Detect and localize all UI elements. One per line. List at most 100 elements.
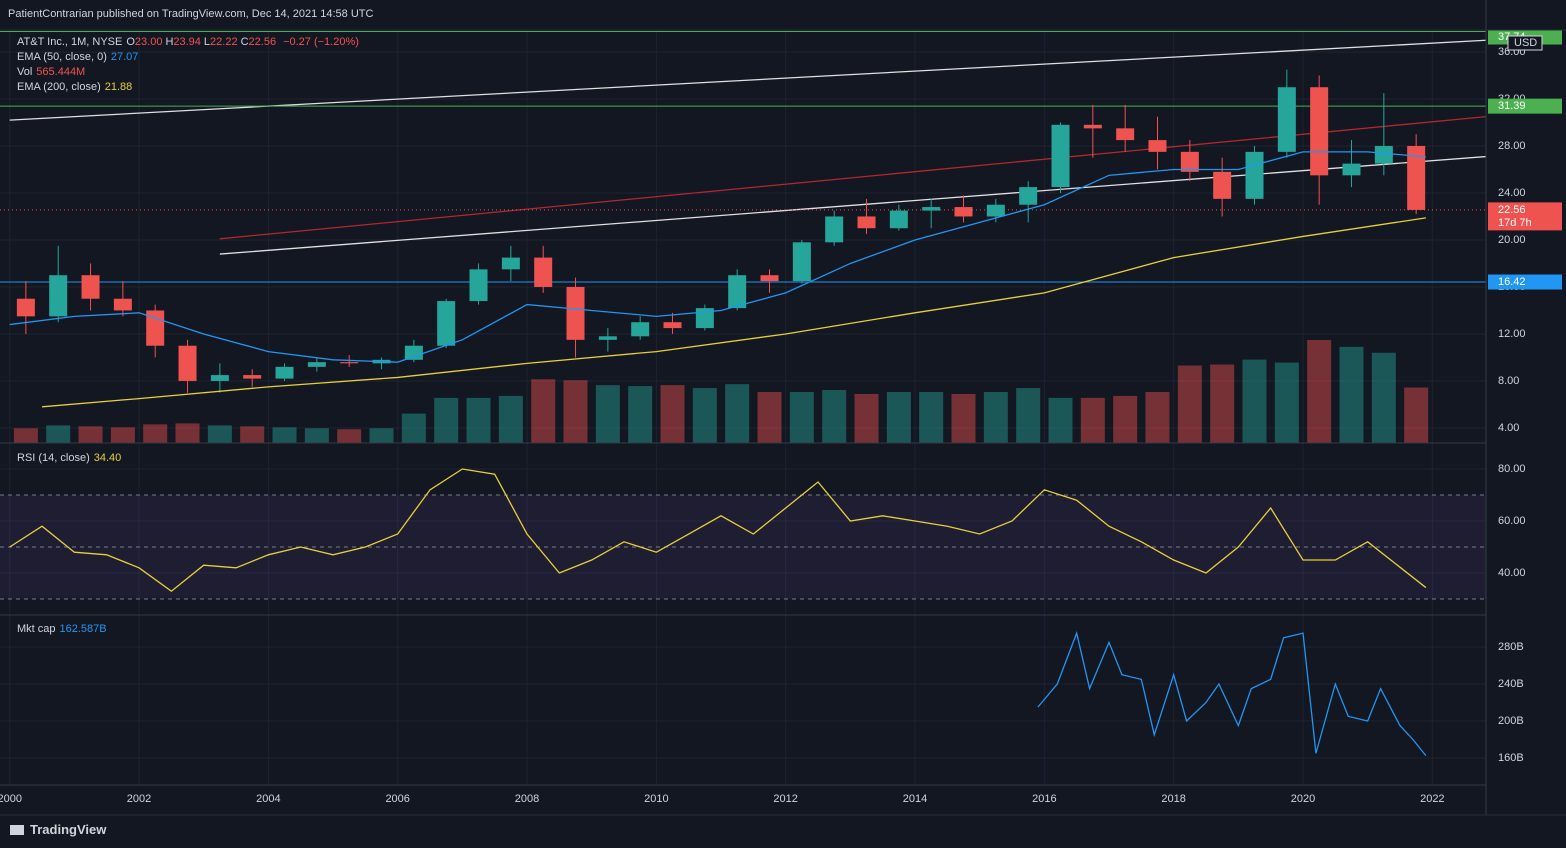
y-tick-label: 28.00 xyxy=(1498,140,1526,152)
y-tick-label: 24.00 xyxy=(1498,187,1526,199)
volume-bar xyxy=(1339,346,1364,443)
candle-body xyxy=(695,308,714,329)
candle-body xyxy=(1148,140,1167,152)
y-tick-label: 280B xyxy=(1498,641,1524,653)
vol-name: Vol xyxy=(17,66,33,78)
volume-bar xyxy=(660,385,685,443)
candle-body xyxy=(954,207,973,217)
volume-bar xyxy=(1080,397,1105,443)
trend-line xyxy=(9,39,1486,121)
ohlc-label: C xyxy=(240,36,249,48)
candle-body xyxy=(1083,124,1102,129)
candle-body xyxy=(113,298,132,311)
volume-bar xyxy=(1242,359,1267,443)
mktcap-name: Mkt cap xyxy=(17,623,56,635)
y-tick-label: 200B xyxy=(1498,715,1524,727)
candle-body xyxy=(728,275,747,309)
level-label: 16.42 xyxy=(1498,276,1526,288)
candle-body xyxy=(1051,124,1070,188)
candle-body xyxy=(792,242,811,282)
rsi-legend: RSI (14, close) 34.40 xyxy=(17,451,125,466)
volume-bar xyxy=(725,384,750,443)
candle-body xyxy=(1019,187,1038,205)
volume-bar xyxy=(886,391,911,443)
price-axis-bg xyxy=(1486,0,1566,815)
y-tick-label: 20.00 xyxy=(1498,234,1526,246)
volume-bar xyxy=(1404,387,1429,443)
volume-bar xyxy=(337,429,362,443)
volume-bar xyxy=(692,388,717,443)
mktcap-legend: Mkt cap 162.587B xyxy=(17,622,111,637)
candle-body xyxy=(760,275,779,282)
candle-body xyxy=(1277,87,1296,152)
y-tick-label: 160B xyxy=(1498,752,1524,764)
ohlc-label: L xyxy=(203,36,211,48)
volume-bar xyxy=(1274,362,1299,443)
trend-line xyxy=(219,155,1486,255)
volume-bar xyxy=(919,391,944,443)
symbol: AT&T Inc., 1M, NYSE xyxy=(17,36,123,48)
x-tick-label: 2006 xyxy=(385,793,409,805)
x-tick-label: 2010 xyxy=(644,793,668,805)
volume-bar xyxy=(563,380,588,443)
volume-bar xyxy=(175,423,200,443)
candle-body xyxy=(1374,145,1393,164)
pane xyxy=(0,630,1486,759)
candle-body xyxy=(1180,151,1199,172)
volume-bar xyxy=(1371,352,1396,443)
ema50-value: 27.07 xyxy=(110,51,139,63)
candle-body xyxy=(1407,145,1426,210)
ohlc-value: 23.94 xyxy=(173,36,201,48)
rsi-name: RSI (14, close) xyxy=(17,452,90,464)
ema-line xyxy=(41,217,1426,408)
volume-bar xyxy=(628,386,653,443)
candle-body xyxy=(81,275,100,299)
volume-bar xyxy=(143,424,168,443)
x-tick-label: 2008 xyxy=(515,793,539,805)
ema50-name: EMA (50, close, 0) xyxy=(17,51,107,63)
candle-body xyxy=(857,216,876,229)
candle-body xyxy=(534,257,553,287)
candle-body xyxy=(825,216,844,243)
volume-bar xyxy=(46,425,71,443)
change: −0.27 (−1.20%) xyxy=(283,36,359,48)
volume-bar xyxy=(854,393,879,443)
currency: USD xyxy=(1514,37,1537,49)
ema200-value: 21.88 xyxy=(104,81,133,93)
publish-header: PatientContrarian published on TradingVi… xyxy=(8,7,377,22)
currency-bg xyxy=(1507,35,1543,51)
y-tick-label: 240B xyxy=(1498,678,1524,690)
candle-body xyxy=(340,362,359,364)
x-tick-label: 2000 xyxy=(0,793,22,805)
volume-bar xyxy=(434,397,459,443)
volume-bar xyxy=(1113,395,1138,443)
ohlc-label: O xyxy=(126,36,135,48)
candle-body xyxy=(889,210,908,229)
volume-bar xyxy=(78,426,103,443)
candle-body xyxy=(437,301,456,346)
volume-bar xyxy=(272,427,297,443)
candle-body xyxy=(1213,171,1232,199)
x-tick-label: 2018 xyxy=(1161,793,1185,805)
mktcap-value: 162.587B xyxy=(59,623,107,635)
pane xyxy=(0,31,1486,443)
indicator-line xyxy=(9,468,1427,593)
candle-body xyxy=(1342,163,1361,176)
candle-body xyxy=(986,204,1005,217)
level-label-bg xyxy=(1488,274,1562,290)
candle-body xyxy=(275,366,294,379)
x-tick-label: 2002 xyxy=(127,793,151,805)
x-tick-label: 2004 xyxy=(256,793,280,805)
trend-line xyxy=(219,115,1486,240)
volume-bar xyxy=(757,391,782,443)
volume-bar xyxy=(1048,397,1073,443)
candle-body xyxy=(307,362,326,367)
candle-body xyxy=(566,286,585,340)
volume-bar xyxy=(401,413,426,443)
y-tick-label: 40.00 xyxy=(1498,567,1526,579)
level-countdown: 17d 7h xyxy=(1498,217,1532,229)
main-legend: AT&T Inc., 1M, NYSE O23.00 H23.94 L22.22 C22… xyxy=(17,35,363,95)
volume-bar xyxy=(1016,388,1041,443)
rsi-band xyxy=(0,495,1486,600)
